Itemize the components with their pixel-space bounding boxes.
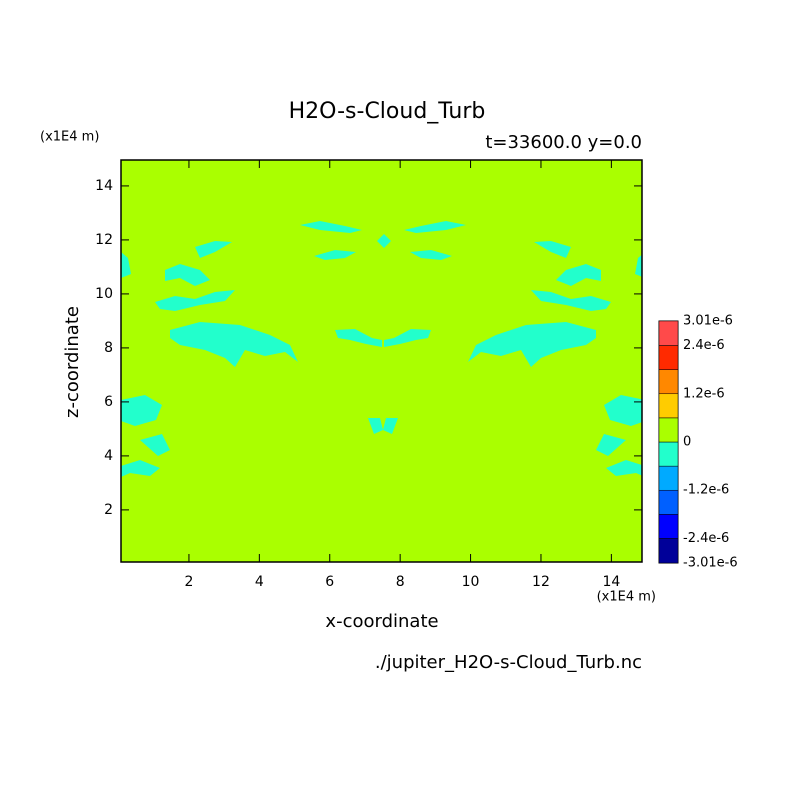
y-tick-label: 12 <box>95 232 113 248</box>
colorbar-band <box>658 538 679 564</box>
source-file: ./jupiter_H2O-s-Cloud_Turb.nc <box>375 652 642 673</box>
x-tick-label: 12 <box>532 574 550 590</box>
contour-field <box>121 160 642 562</box>
y-tick-label: 4 <box>104 448 113 464</box>
negative-region <box>121 221 383 477</box>
colorbar-band <box>658 320 679 346</box>
y-unit: (x1E4 m) <box>40 130 99 145</box>
colorbar-tick-label: -1.2e-6 <box>683 483 729 498</box>
x-tick-label: 14 <box>602 574 620 590</box>
colorbar-tick-label: 1.2e-6 <box>683 386 725 401</box>
colorbar-band <box>658 465 679 491</box>
colorbar-tick-label: 2.4e-6 <box>683 338 725 353</box>
y-tick-label: 2 <box>104 502 113 518</box>
colorbar-band <box>658 417 679 443</box>
colorbar-band <box>658 345 679 370</box>
colorbar-tick-label: 3.01e-6 <box>683 314 733 329</box>
x-tick-label: 6 <box>325 574 334 590</box>
chart-title: H2O-s-Cloud_Turb <box>289 99 486 124</box>
colorbar-band <box>658 369 679 395</box>
x-axis-label: x-coordinate <box>325 611 438 632</box>
colorbar-band <box>658 441 679 467</box>
contour-regions <box>121 221 642 477</box>
plot-frame <box>120 159 643 563</box>
colorbar-band <box>658 514 679 539</box>
colorbar-tick-label: 0 <box>683 435 691 450</box>
y-tick-label: 14 <box>95 178 113 194</box>
colorbar-tick-label: -3.01e-6 <box>683 556 738 571</box>
y-tick-label: 6 <box>104 394 113 410</box>
y-tick-label: 10 <box>95 286 113 302</box>
x-tick-label: 4 <box>255 574 264 590</box>
colorbar-band <box>658 489 679 515</box>
x-unit: (x1E4 m) <box>597 590 656 605</box>
colorbar-band <box>658 393 679 419</box>
x-tick-label: 8 <box>396 574 405 590</box>
colorbar-tick-label: -2.4e-6 <box>683 531 729 546</box>
chart-subtitle: t=33600.0 y=0.0 <box>485 132 642 153</box>
x-tick-label: 10 <box>462 574 480 590</box>
x-tick-label: 2 <box>184 574 193 590</box>
y-tick-label: 8 <box>104 340 113 356</box>
negative-region <box>377 234 391 248</box>
y-axis-label: z-coordinate <box>62 306 83 418</box>
